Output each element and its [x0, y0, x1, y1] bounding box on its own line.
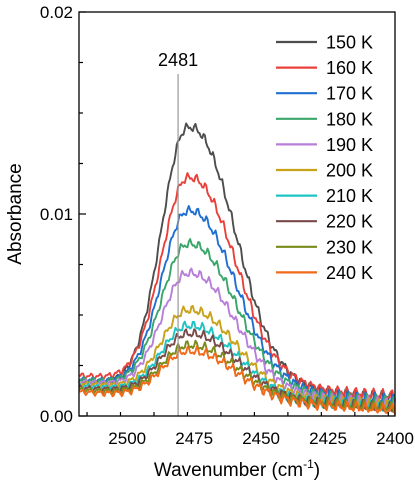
x-tick-label: 2500 — [108, 429, 146, 448]
legend-label: 190 K — [326, 135, 373, 155]
series-line-240-K — [78, 345, 396, 415]
x-axis: 2500 2475 2450 2425 2400 — [86, 412, 414, 448]
legend-label: 170 K — [326, 84, 373, 104]
legend-label: 150 K — [326, 33, 373, 53]
x-tick-label: 2400 — [376, 429, 414, 448]
series-line-200-K — [78, 304, 396, 411]
legend-label: 240 K — [326, 263, 373, 283]
reference-line-label: 2481 — [158, 50, 198, 70]
x-tick-label: 2425 — [309, 429, 347, 448]
legend-label: 230 K — [326, 237, 373, 257]
series-line-210-K — [78, 320, 396, 413]
legend-label: 220 K — [326, 212, 373, 232]
legend-label: 180 K — [326, 109, 373, 129]
y-tick-label: 0.01 — [40, 205, 73, 224]
legend: 150 K 160 K 170 K 180 K 190 K 200 K 210 K 220 K… — [276, 33, 373, 283]
y-tick-label: 0.02 — [40, 3, 73, 22]
y-axis-title: Absorbance — [5, 163, 26, 264]
x-tick-label: 2450 — [242, 429, 280, 448]
y-axis: 0.00 0.01 0.02 — [40, 3, 86, 426]
series-line-160-K — [78, 172, 396, 400]
legend-label: 160 K — [326, 58, 373, 78]
legend-label: 210 K — [326, 186, 373, 206]
x-axis-title: Wavenumber (cm-1) — [154, 457, 320, 481]
legend-label: 200 K — [326, 161, 373, 181]
x-axis-title-superscript: -1 — [303, 457, 314, 471]
y-tick-label: 0.00 — [40, 407, 73, 426]
series-layer — [78, 122, 396, 415]
x-tick-label: 2475 — [175, 429, 213, 448]
